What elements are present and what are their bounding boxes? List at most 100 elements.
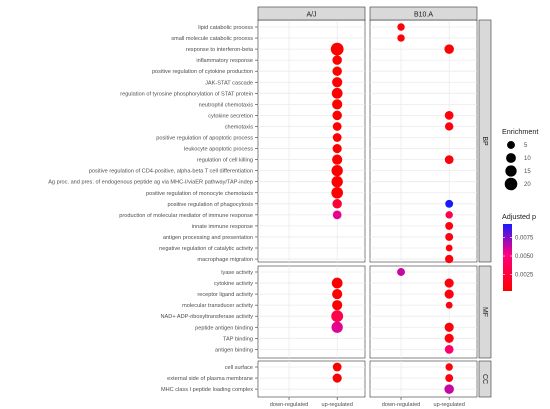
data-point: [444, 333, 454, 343]
data-point: [332, 99, 343, 110]
x-tick-label: down-regulated: [270, 402, 309, 408]
data-point: [445, 244, 453, 252]
data-point: [444, 111, 454, 120]
data-point: [397, 268, 405, 276]
y-tick-label: chemotaxis: [225, 124, 253, 130]
size-legend-label: 5: [524, 143, 528, 149]
facet-strip-label: A/J: [306, 12, 316, 19]
size-legend-label: 20: [524, 182, 531, 188]
y-tick-label: JAK-STAT cascade: [205, 80, 253, 86]
data-point: [445, 233, 454, 241]
y-tick-label: regulation of cell killing: [197, 158, 253, 164]
y-tick-label: leukocyte apoptotic process: [184, 147, 253, 153]
y-tick-label: cytokine secretion: [208, 113, 253, 119]
data-point: [331, 164, 343, 177]
data-point: [332, 66, 342, 76]
y-tick-label: MHC class I peptide loading complex: [161, 387, 253, 393]
data-point: [444, 155, 454, 164]
data-point: [332, 110, 342, 121]
size-legend-dot: [507, 141, 515, 149]
x-tick-label: up-regulated: [321, 402, 352, 408]
y-tick-label: molecular transducer activity: [182, 303, 253, 309]
data-point: [332, 289, 343, 300]
data-point: [332, 122, 342, 131]
data-point: [445, 254, 454, 264]
data-point: [444, 44, 454, 54]
y-tick-label: macrophage migration: [197, 257, 253, 263]
panel-MF-0: [257, 265, 366, 359]
group-strip-MF: [478, 265, 492, 359]
group-strip-CC: [478, 360, 492, 398]
data-point: [332, 143, 342, 154]
data-point: [331, 310, 344, 323]
data-point: [330, 42, 344, 56]
size-legend-dot: [504, 177, 518, 191]
data-point: [331, 277, 343, 289]
data-point: [445, 363, 453, 371]
size-legend-label: 10: [524, 156, 531, 162]
color-legend-bar: [503, 224, 512, 291]
y-tick-label: antigen processing and presentation: [163, 235, 253, 241]
size-legend-dot: [505, 165, 517, 177]
data-point: [332, 55, 342, 65]
size-legend-dot: [506, 153, 516, 163]
group-strip-label: CC: [481, 374, 488, 384]
data-point: [332, 133, 342, 142]
y-tick-label: regulation of tyrosine phosphorylation o…: [120, 91, 253, 97]
data-point: [444, 384, 454, 394]
data-point: [332, 362, 342, 372]
y-tick-label: external side of plasma membrane: [167, 376, 253, 382]
y-tick-label: cytokine activity: [214, 281, 253, 287]
y-tick-label: neutrophil chemotaxis: [199, 102, 254, 108]
panel-MF-1: [369, 265, 478, 359]
y-tick-label: negative regulation of catalytic activit…: [159, 246, 253, 252]
group-strip-label: MF: [481, 307, 488, 317]
data-point: [444, 344, 454, 354]
group-strip-BP: [478, 19, 492, 263]
y-tick-label: positive regulation of cytokine producti…: [152, 69, 253, 75]
y-tick-label: inflammatory response: [196, 58, 253, 64]
y-tick-label: positive regulation of CD4-positive, alp…: [89, 169, 253, 175]
data-point: [332, 77, 343, 88]
data-point: [332, 373, 342, 383]
data-point: [445, 221, 454, 230]
panel-CC-0: [257, 360, 366, 398]
facet-strip: [369, 6, 478, 21]
data-point: [445, 374, 454, 382]
y-tick-label: positive regulation of apoptotic process: [156, 136, 253, 142]
data-point: [332, 154, 343, 165]
y-tick-label: response to interferon-beta: [186, 47, 254, 53]
y-tick-label: production of molecular mediator of immu…: [119, 213, 253, 219]
data-point: [445, 211, 453, 219]
facet-strip: [257, 6, 366, 21]
y-tick-label: positive regulation of phagocytosis: [167, 202, 253, 208]
y-tick-label: small molecule catabolic process: [171, 36, 253, 42]
data-point: [331, 186, 343, 199]
color-legend-label: 0.0075: [515, 235, 534, 241]
color-legend-label: 0.0050: [515, 254, 534, 260]
y-tick-label: Ag proc. and pres. of endogenous peptide…: [48, 180, 253, 186]
y-tick-label: antigen binding: [215, 347, 253, 353]
data-point: [445, 122, 454, 131]
panel-CC-1: [369, 360, 478, 398]
y-tick-label: peptide antigen binding: [195, 325, 253, 331]
data-point: [332, 199, 342, 209]
x-tick-label: down-regulated: [382, 402, 421, 408]
data-point: [444, 322, 454, 332]
color-legend-label: 0.0025: [515, 273, 534, 279]
color-legend-title: Adjusted p: [502, 212, 536, 221]
facet-strip-label: B10.A: [414, 12, 433, 19]
data-point: [397, 23, 405, 31]
y-tick-label: NAD+ ADP-ribosyltransferase activity: [161, 314, 254, 320]
x-tick-label: up-regulated: [433, 402, 464, 408]
size-legend-title: Enrichment: [502, 127, 538, 136]
data-point: [331, 87, 343, 99]
y-tick-label: innate immune response: [192, 224, 253, 230]
data-point: [331, 321, 343, 333]
y-tick-label: lipid catabolic process: [198, 25, 253, 31]
y-tick-label: cell surface: [225, 365, 253, 371]
group-strip-label: BP: [481, 136, 488, 146]
data-point: [331, 176, 343, 188]
y-tick-label: TAP binding: [223, 336, 253, 342]
data-point: [445, 199, 454, 208]
